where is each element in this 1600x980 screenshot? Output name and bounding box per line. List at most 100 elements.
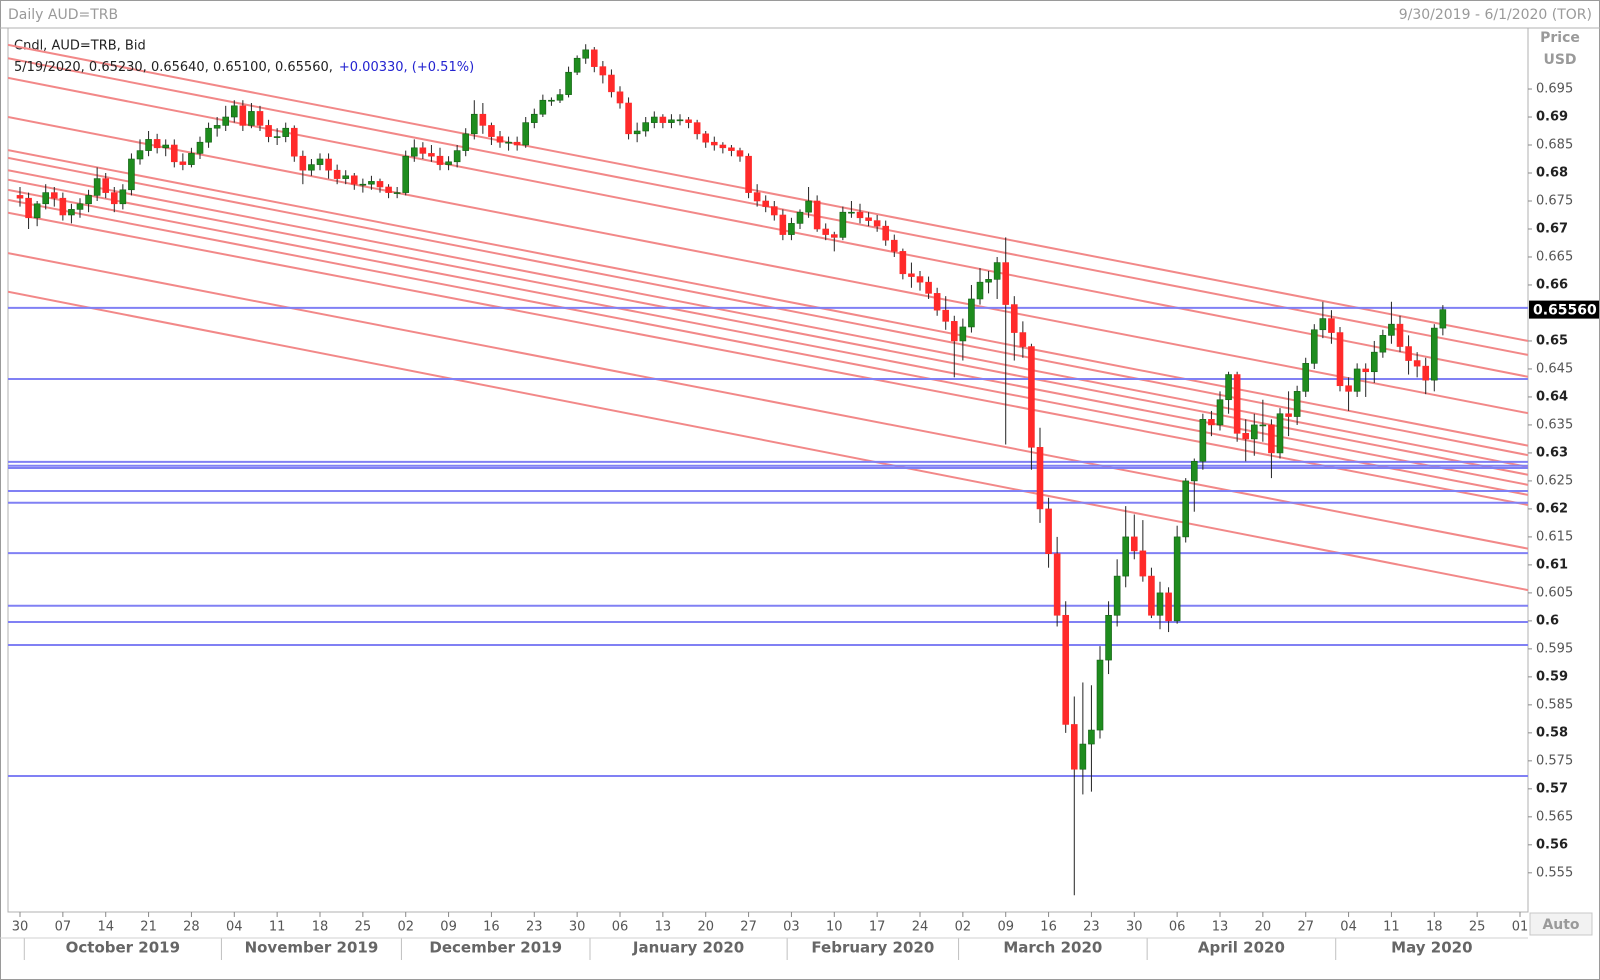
candle-body-up bbox=[1182, 480, 1190, 538]
candle-body-up bbox=[796, 211, 804, 224]
candle-body-up bbox=[1225, 374, 1232, 401]
candle-body-down bbox=[685, 119, 692, 123]
month-label: October 2019 bbox=[66, 939, 180, 957]
candle-body-down bbox=[1233, 374, 1241, 434]
y-tick-label: 0.635 bbox=[1536, 417, 1573, 432]
y-tick-label: 0.665 bbox=[1536, 249, 1573, 264]
candle-body-down bbox=[1285, 413, 1292, 417]
candle-body-up bbox=[222, 116, 230, 126]
month-label: May 2020 bbox=[1391, 939, 1472, 957]
candle-body-down bbox=[102, 178, 110, 193]
y-tick-label: 0.58 bbox=[1536, 725, 1568, 740]
candle-body-up bbox=[642, 122, 650, 132]
candle-body-up bbox=[556, 94, 564, 101]
candle-body-down bbox=[599, 66, 607, 76]
candle-body-down bbox=[59, 197, 67, 216]
legend-change: +0.00330, (+0.51%) bbox=[339, 60, 474, 75]
candle-body-down bbox=[728, 147, 735, 151]
y-tick-label: 0.685 bbox=[1536, 138, 1573, 153]
candle-body-up bbox=[445, 161, 452, 165]
month-label: February 2020 bbox=[811, 939, 934, 957]
candle-body-down bbox=[813, 200, 821, 230]
candle-body-up bbox=[188, 153, 195, 165]
x-tick-label: 09 bbox=[440, 920, 457, 935]
x-tick-label: 28 bbox=[183, 920, 200, 935]
candle-body-up bbox=[522, 122, 530, 146]
candle-body-up bbox=[93, 178, 101, 196]
candle-body-up bbox=[402, 155, 410, 193]
x-tick-label: 18 bbox=[312, 920, 329, 935]
candle-body-up bbox=[1105, 614, 1112, 661]
candle-body-up bbox=[959, 326, 967, 342]
candle-body-down bbox=[428, 153, 435, 157]
y-tick-label: 0.595 bbox=[1536, 641, 1573, 656]
candle-body-up bbox=[1113, 575, 1121, 616]
month-label: November 2019 bbox=[245, 939, 379, 957]
candle-body-up bbox=[273, 136, 281, 138]
candle-body-up bbox=[1216, 399, 1224, 426]
candle-body-down bbox=[1036, 447, 1044, 510]
x-tick-label: 14 bbox=[97, 920, 114, 935]
candle-body-down bbox=[1336, 332, 1344, 387]
candle-body-up bbox=[1302, 363, 1310, 392]
candle-body-up bbox=[1079, 743, 1087, 770]
x-tick-label: 04 bbox=[1340, 920, 1357, 935]
candle-body-up bbox=[1122, 536, 1130, 577]
y-tick-label: 0.59 bbox=[1536, 669, 1568, 684]
y-tick-label: 0.625 bbox=[1536, 473, 1573, 488]
candle-body-down bbox=[265, 125, 272, 137]
candle-body-down bbox=[1165, 592, 1172, 622]
candle-body-up bbox=[633, 130, 641, 135]
candle-body-down bbox=[1268, 424, 1275, 454]
x-tick-label: 06 bbox=[1169, 920, 1186, 935]
y-tick-label: 0.67 bbox=[1536, 221, 1568, 236]
trend-line bbox=[8, 149, 1528, 447]
candle-body-up bbox=[1370, 351, 1378, 373]
x-tick-label: 20 bbox=[697, 920, 714, 935]
month-label: April 2020 bbox=[1198, 939, 1285, 957]
x-tick-label: 20 bbox=[1255, 920, 1272, 935]
y-tick-label: 0.64 bbox=[1536, 389, 1568, 404]
candle-body-down bbox=[153, 139, 161, 149]
candle-body-down bbox=[865, 217, 872, 221]
x-tick-label: 02 bbox=[397, 920, 414, 935]
candle-body-up bbox=[539, 99, 547, 115]
candle-body-down bbox=[1028, 346, 1035, 448]
candle-body-up bbox=[1250, 424, 1258, 440]
candle-body-down bbox=[385, 186, 392, 193]
y-tick-label: 0.675 bbox=[1536, 193, 1573, 208]
candle-body-up bbox=[1259, 424, 1267, 427]
candle-body-up bbox=[85, 195, 92, 205]
month-label: March 2020 bbox=[1003, 939, 1102, 957]
candle-body-down bbox=[488, 125, 495, 137]
x-tick-label: 18 bbox=[1426, 920, 1443, 935]
x-tick-label: 13 bbox=[1212, 920, 1229, 935]
y-tick-label: 0.61 bbox=[1536, 557, 1568, 572]
candle-body-down bbox=[239, 105, 247, 126]
candle-body-down bbox=[753, 192, 761, 202]
x-tick-label: 30 bbox=[1126, 920, 1143, 935]
candle-body-down bbox=[890, 239, 898, 252]
candle-body-up bbox=[393, 192, 401, 194]
x-tick-label: 06 bbox=[612, 920, 629, 935]
candle-body-up bbox=[1310, 329, 1318, 364]
x-tick-label: 04 bbox=[226, 920, 243, 935]
trend-line bbox=[8, 252, 1528, 550]
candle-body-down bbox=[25, 197, 32, 219]
candle-body-up bbox=[805, 200, 812, 213]
legend-title: Cndl, AUD=TRB, Bid bbox=[14, 39, 146, 54]
x-tick-label: 09 bbox=[997, 920, 1014, 935]
candle-body-up bbox=[342, 175, 350, 179]
candle-body-down bbox=[916, 276, 924, 283]
scale-mode-box[interactable] bbox=[1529, 912, 1593, 936]
candle-body-down bbox=[710, 141, 718, 146]
scale-mode[interactable]: Auto bbox=[1542, 917, 1579, 933]
x-tick-label: 25 bbox=[355, 920, 372, 935]
trend-line bbox=[8, 76, 1528, 378]
candle-body-down bbox=[1053, 553, 1061, 616]
candle-body-down bbox=[933, 293, 941, 311]
y-tick-label: 0.565 bbox=[1536, 809, 1573, 824]
candle-body-down bbox=[1413, 360, 1421, 367]
x-tick-label: 02 bbox=[955, 920, 972, 935]
